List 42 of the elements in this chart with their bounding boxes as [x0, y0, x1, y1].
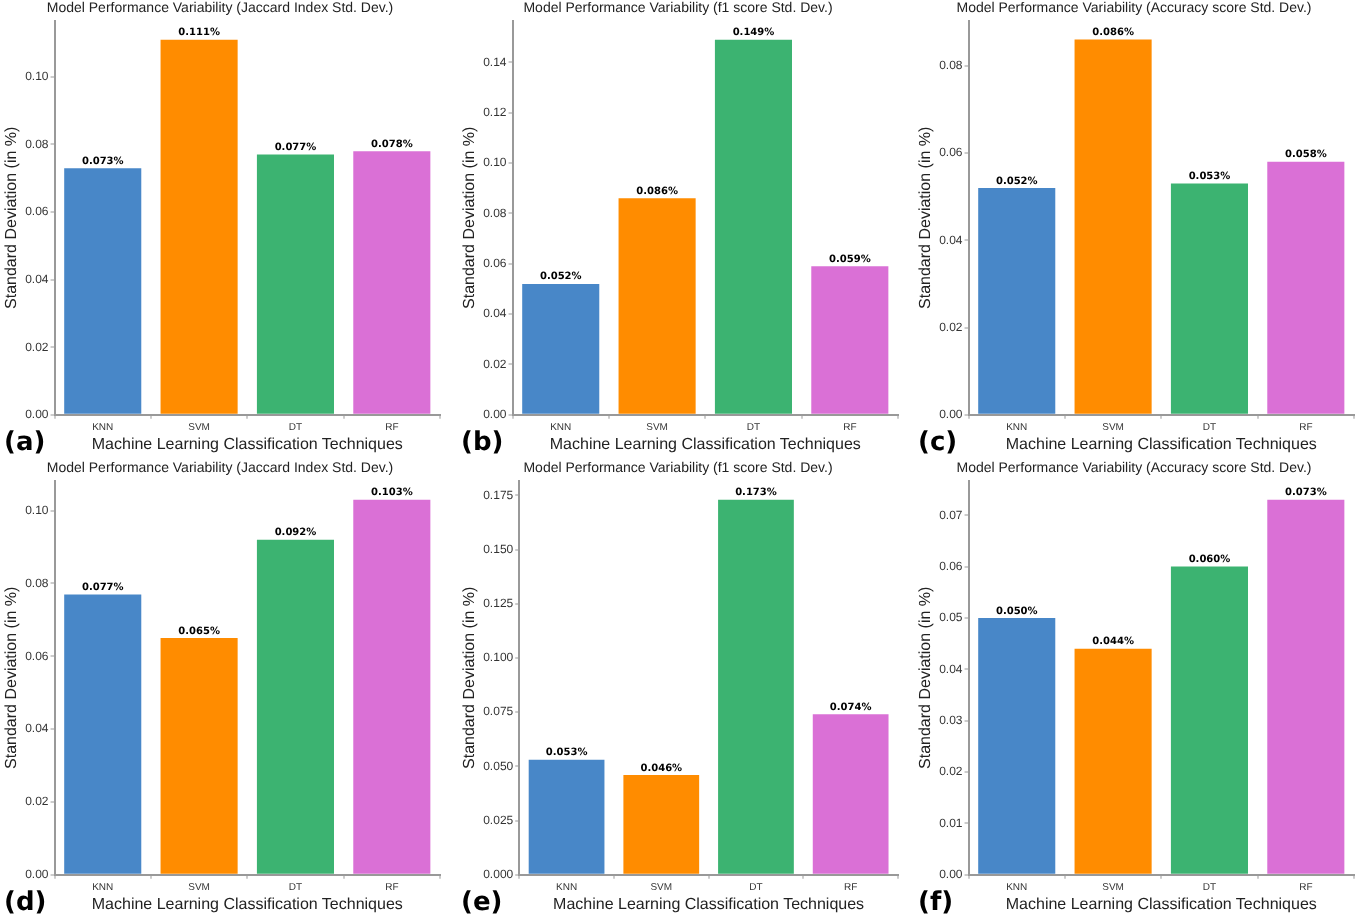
bar	[617, 198, 695, 414]
bar	[353, 151, 431, 414]
text: (a)	[4, 428, 46, 458]
text: (f)	[918, 888, 954, 918]
bar	[527, 759, 604, 874]
bar	[256, 539, 334, 874]
bar	[810, 266, 888, 414]
bar	[160, 39, 238, 414]
x-axis-title: Machine Learning Classification Techniques	[91, 434, 403, 453]
text: (d)	[4, 888, 47, 918]
bar	[1074, 648, 1152, 874]
y-axis-title: Standard Deviation (in %)	[459, 125, 478, 309]
bar	[256, 154, 334, 414]
bar	[64, 594, 142, 874]
y-axis-title: Standard Deviation (in %)	[459, 585, 478, 769]
text: (e)	[461, 888, 503, 918]
x-axis-title: Machine Learning Classification Techniques	[552, 894, 864, 913]
bar	[1170, 183, 1248, 414]
text: (c)	[918, 428, 958, 458]
bar	[713, 39, 791, 414]
text: (b)	[461, 428, 504, 458]
x-axis-title: Machine Learning Classification Techniques	[1005, 894, 1317, 913]
x-axis-title: Machine Learning Classification Techniques	[91, 894, 403, 913]
bar	[64, 168, 142, 414]
bar	[1170, 566, 1248, 874]
bar	[717, 499, 793, 874]
bar	[978, 187, 1056, 414]
x-axis-title: Machine Learning Classification Techniques	[1005, 434, 1317, 453]
x-axis-title: Machine Learning Classification Techniques	[548, 434, 860, 453]
bar	[1267, 161, 1345, 414]
y-axis-title: Standard Deviation (in %)	[2, 125, 21, 309]
bar	[1074, 39, 1152, 414]
bar	[811, 714, 888, 874]
bar	[521, 283, 599, 414]
y-axis-title: Standard Deviation (in %)	[916, 585, 935, 769]
bar	[622, 775, 699, 874]
bar	[1267, 499, 1345, 874]
y-axis-title: Standard Deviation (in %)	[2, 585, 21, 769]
bar	[160, 638, 238, 874]
y-axis-title: Standard Deviation (in %)	[916, 125, 935, 309]
bar	[978, 617, 1056, 874]
bar	[353, 499, 431, 874]
